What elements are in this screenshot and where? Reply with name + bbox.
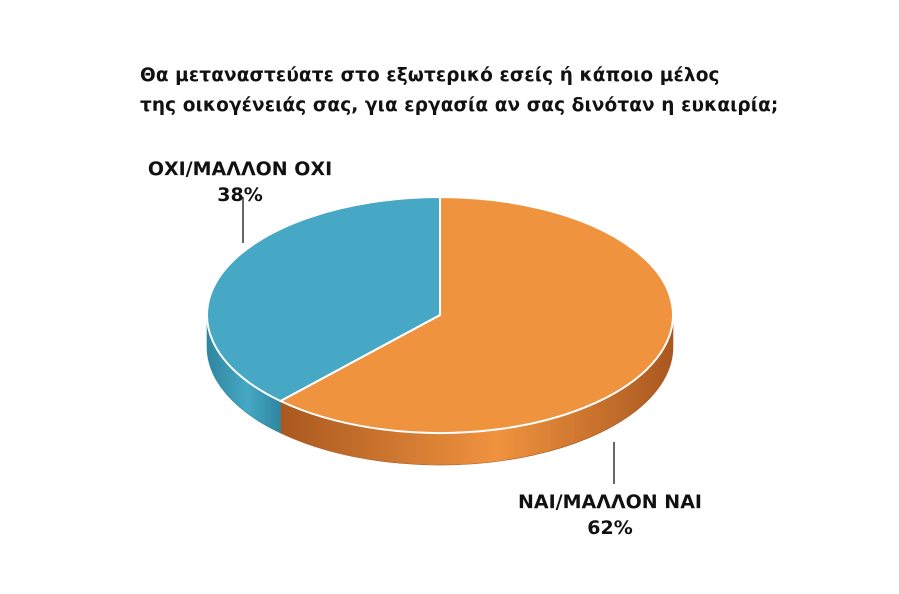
- slice-label-no-value: 38%: [217, 184, 263, 206]
- pie-slice-yes: [279, 196, 674, 434]
- slice-label-yes-name: ΝΑΙ/ΜΑΛΛΟΝ ΝΑΙ: [518, 491, 702, 513]
- slice-label-no: ΟΧΙ/ΜΑΛΛΟΝ ΟΧΙ 38%: [145, 156, 335, 208]
- chart-title-line-1: Θα μεταναστεύατε στο εξωτερικό εσείς ή κ…: [140, 65, 720, 86]
- chart-title-line-2: της οικογένειάς σας, για εργασία αν σας …: [140, 95, 779, 116]
- pie-slice-no: [205, 196, 441, 403]
- slice-label-yes: ΝΑΙ/ΜΑΛΛΟΝ ΝΑΙ 62%: [490, 489, 730, 541]
- slice-label-no-name: ΟΧΙ/ΜΑΛΛΟΝ ΟΧΙ: [147, 158, 333, 180]
- slice-label-yes-value: 62%: [587, 517, 633, 539]
